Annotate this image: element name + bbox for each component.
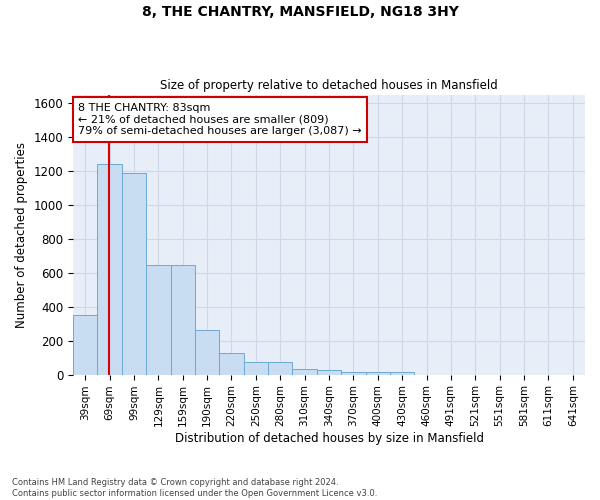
Text: 8 THE CHANTRY: 83sqm
← 21% of detached houses are smaller (809)
79% of semi-deta: 8 THE CHANTRY: 83sqm ← 21% of detached h… (78, 103, 362, 136)
Bar (390, 372, 415, 374)
Title: Size of property relative to detached houses in Mansfield: Size of property relative to detached ho… (160, 79, 498, 92)
Bar (122, 172, 146, 374)
Bar (341, 372, 365, 374)
Bar (170, 265, 195, 374)
Bar (97, 164, 122, 374)
Bar (220, 354, 244, 374)
X-axis label: Distribution of detached houses by size in Mansfield: Distribution of detached houses by size … (175, 432, 484, 445)
Text: 8, THE CHANTRY, MANSFIELD, NG18 3HY: 8, THE CHANTRY, MANSFIELD, NG18 3HY (142, 5, 458, 19)
Bar (268, 362, 292, 374)
Bar (317, 370, 341, 374)
Bar (365, 372, 390, 374)
Bar (195, 330, 220, 374)
Bar (292, 368, 317, 374)
Bar (73, 315, 97, 374)
Y-axis label: Number of detached properties: Number of detached properties (15, 142, 28, 328)
Bar (146, 265, 170, 374)
Text: Contains HM Land Registry data © Crown copyright and database right 2024.
Contai: Contains HM Land Registry data © Crown c… (12, 478, 377, 498)
Bar (244, 362, 268, 374)
